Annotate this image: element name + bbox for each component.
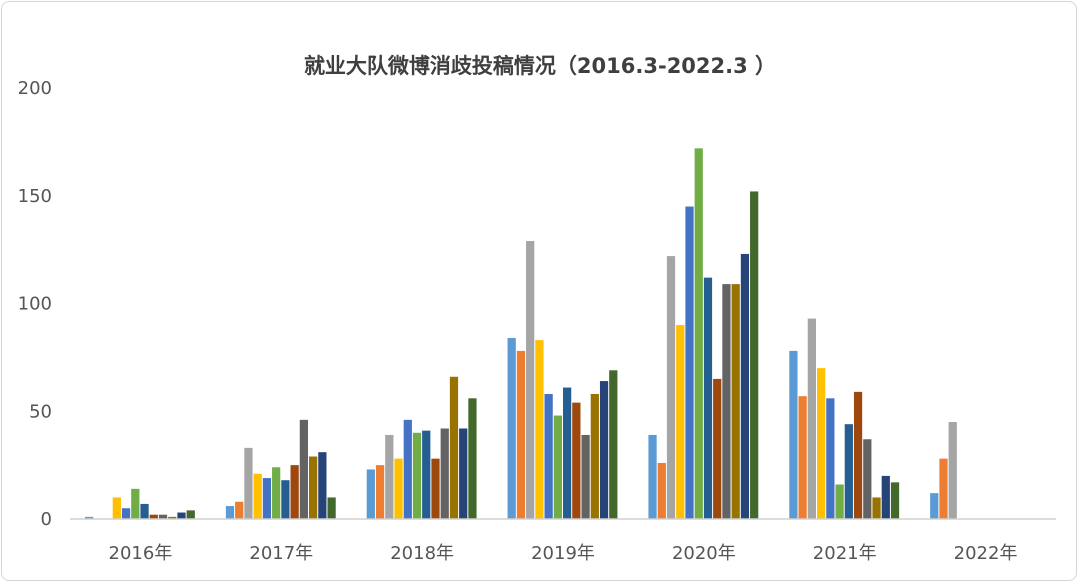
bar bbox=[563, 387, 572, 519]
bar bbox=[459, 428, 468, 519]
bar bbox=[553, 415, 562, 519]
bar bbox=[272, 467, 281, 519]
bar bbox=[318, 452, 327, 519]
y-tick-label: 100 bbox=[18, 294, 52, 315]
bar bbox=[807, 318, 816, 519]
bar bbox=[703, 277, 713, 519]
bar bbox=[666, 256, 676, 519]
x-tick-label: 2018年 bbox=[390, 543, 454, 564]
bar bbox=[844, 424, 853, 519]
bar bbox=[281, 480, 290, 519]
bar bbox=[309, 456, 318, 519]
y-tick-label: 150 bbox=[18, 186, 52, 207]
bar bbox=[835, 484, 844, 519]
bar bbox=[507, 337, 516, 519]
bar bbox=[740, 253, 750, 519]
bar bbox=[798, 396, 807, 519]
bar bbox=[468, 398, 477, 519]
bar bbox=[881, 475, 890, 519]
bar bbox=[140, 503, 149, 519]
bar bbox=[948, 422, 957, 519]
bar bbox=[366, 469, 375, 519]
bar bbox=[930, 493, 939, 519]
bar bbox=[290, 465, 299, 520]
bar bbox=[177, 512, 186, 519]
bar bbox=[131, 488, 140, 519]
bar bbox=[713, 378, 722, 519]
bar bbox=[789, 350, 798, 519]
bar bbox=[750, 191, 759, 519]
bar bbox=[676, 325, 685, 519]
bar bbox=[544, 394, 553, 519]
x-tick-label: 2020年 bbox=[672, 543, 736, 564]
bar bbox=[262, 478, 272, 519]
bar bbox=[149, 514, 158, 519]
bar bbox=[244, 447, 253, 519]
bar bbox=[449, 376, 459, 519]
bar bbox=[853, 391, 863, 519]
bar bbox=[722, 284, 731, 519]
bar bbox=[186, 510, 195, 519]
y-tick-label: 0 bbox=[41, 509, 52, 530]
bar bbox=[121, 508, 131, 519]
bar bbox=[826, 398, 835, 519]
bar bbox=[412, 432, 422, 519]
bar bbox=[648, 434, 657, 519]
x-tick-label: 2021年 bbox=[813, 543, 877, 564]
bar bbox=[817, 368, 826, 519]
bar bbox=[168, 516, 177, 519]
bar bbox=[327, 497, 336, 519]
bar bbox=[225, 506, 235, 519]
bar bbox=[431, 458, 440, 519]
bar bbox=[939, 458, 948, 519]
bar bbox=[158, 514, 168, 519]
bar bbox=[394, 458, 403, 519]
bar bbox=[253, 473, 262, 519]
x-tick-label: 2022年 bbox=[954, 543, 1018, 564]
bar bbox=[685, 206, 694, 519]
bar bbox=[572, 402, 581, 519]
bar bbox=[599, 381, 609, 519]
x-tick-label: 2019年 bbox=[531, 543, 595, 564]
bar bbox=[235, 501, 244, 519]
bar bbox=[535, 340, 544, 519]
x-tick-label: 2016年 bbox=[109, 543, 173, 564]
bar bbox=[422, 430, 431, 519]
bar bbox=[609, 370, 618, 519]
bar bbox=[581, 434, 590, 519]
bar bbox=[516, 350, 526, 519]
bar bbox=[590, 394, 599, 519]
bar bbox=[526, 241, 535, 519]
bar bbox=[385, 434, 394, 519]
bar bbox=[872, 497, 881, 519]
y-tick-label: 200 bbox=[18, 78, 52, 99]
y-tick-label: 50 bbox=[29, 401, 52, 422]
chart-title: 就业大队微博消歧投稿情况（2016.3-2022.3 ） bbox=[303, 54, 777, 78]
x-tick-label: 2017年 bbox=[249, 543, 313, 564]
bar bbox=[375, 465, 385, 520]
bar bbox=[694, 148, 703, 519]
bar bbox=[299, 419, 308, 519]
bar bbox=[863, 439, 872, 519]
bar bbox=[440, 428, 449, 519]
bar bbox=[112, 497, 121, 519]
bar bbox=[85, 516, 94, 519]
bar bbox=[657, 462, 666, 519]
bar bbox=[403, 419, 412, 519]
bar bbox=[731, 284, 740, 519]
bar bbox=[890, 482, 900, 519]
